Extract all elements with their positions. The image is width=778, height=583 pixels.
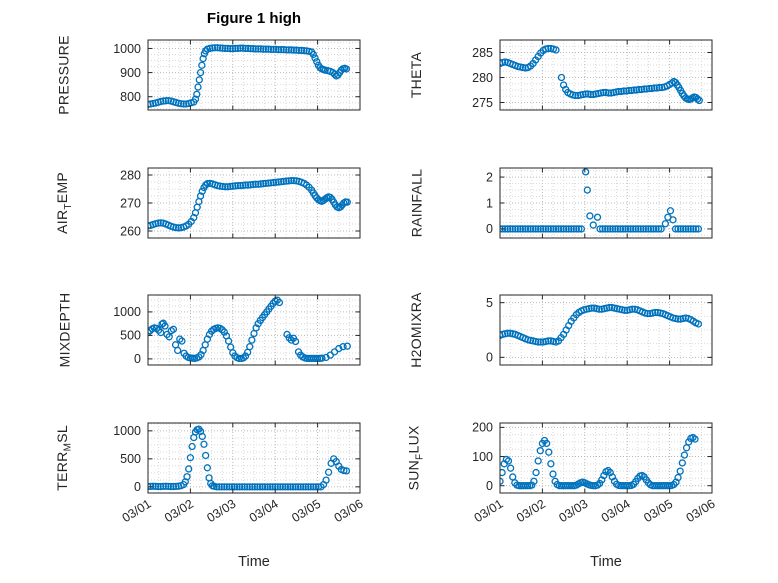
svg-text:03/05: 03/05 [289,497,323,525]
x-axis-label-left: Time [238,554,270,570]
y-axis-label-wrap: RAINFALL [402,168,430,238]
svg-text:0: 0 [134,480,141,494]
subplot-mixdepth: MIXDEPTH 0 500 1000 [56,293,361,367]
y-axis-label-wrap: TERRMSL [50,423,78,493]
y-axis-label-wrap: SUNFLUX [402,423,430,493]
svg-text:03/03: 03/03 [556,497,590,525]
subplot-rainfall: RAINFALL 0 1 2 [408,167,713,239]
y-axis-label: RAINFALL [408,168,425,238]
svg-text:03/02: 03/02 [514,497,548,525]
subplot-theta: THETA 275 280 285 [408,39,713,111]
svg-text:200: 200 [472,421,493,435]
svg-text:900: 900 [120,66,141,80]
svg-text:03/04: 03/04 [599,497,633,525]
y-axis-label: TERRMSL [54,425,74,491]
svg-text:03/01: 03/01 [472,497,506,525]
svg-text:275: 275 [472,96,493,110]
svg-text:03/01: 03/01 [120,497,154,525]
svg-text:2: 2 [486,170,493,184]
subplot-terr-msl: TERRMSL 0 500 1000 03/01 03/02 03/03 03/04 03/0… [54,422,366,525]
h2omixra-plot: 05 [486,294,713,366]
rainfall-plot: 0 1 2 [486,167,713,239]
svg-text:1: 1 [486,196,493,210]
sun-flux-plot: 0 100 200 03/01 03/02 03/03 03/04 03/05 03/06 [472,421,718,525]
svg-text:260: 260 [120,224,141,238]
subplot-pressure: PRESSURE 800 900 1000 [56,35,361,115]
y-axis-label-wrap: AIRTEMP [50,168,78,238]
y-axis-label-wrap: MIXDEPTH [50,292,78,368]
terr-msl-plot: 0 500 1000 03/01 03/02 03/03 03/04 03/05 03/06 [113,422,366,525]
y-axis-label: THETA [408,51,425,99]
subplot-sun-flux: SUNFLUX 0 100 200 03/01 03/02 03/03 03/04 03/05… [406,421,718,525]
y-axis-label-wrap: H2OMIXRA [402,292,430,368]
svg-text:1000: 1000 [113,305,141,319]
svg-text:03/06: 03/06 [332,497,366,525]
y-axis-label-wrap: THETA [402,40,430,110]
svg-text:280: 280 [472,71,493,85]
y-axis-label: PRESSURE [56,35,73,115]
y-axis-label-wrap: PRESSURE [50,35,78,114]
x-axis-label-right: Time [590,554,622,570]
y-axis-label: AIRTEMP [54,172,74,234]
pressure-plot: 800 900 1000 [113,39,361,111]
subplot-air-temp: AIRTEMP 260 270 280 [54,167,361,239]
svg-text:1000: 1000 [113,424,141,438]
svg-text:500: 500 [120,329,141,343]
svg-text:0: 0 [486,351,493,365]
svg-text:0: 0 [486,479,493,493]
y-axis-label: MIXDEPTH [56,292,72,368]
svg-text:270: 270 [120,196,141,210]
y-axis-label: SUNFLUX [406,425,426,491]
svg-text:800: 800 [120,90,141,104]
theta-plot: 275 280 285 [472,39,713,111]
svg-text:0: 0 [486,222,493,236]
y-axis-label: H2OMIXRA [408,292,424,368]
svg-text:03/02: 03/02 [162,497,196,525]
svg-text:1000: 1000 [113,42,141,56]
svg-text:03/05: 03/05 [641,497,675,525]
svg-text:03/04: 03/04 [247,497,281,525]
svg-text:100: 100 [472,450,493,464]
svg-text:500: 500 [120,452,141,466]
svg-text:03/06: 03/06 [684,497,718,525]
svg-text:0: 0 [134,352,141,366]
svg-text:285: 285 [472,46,493,60]
svg-text:280: 280 [120,168,141,182]
figure-title: Figure 1 high [206,10,302,27]
air-temp-plot: 260 270 280 [120,167,361,239]
svg-text:5: 5 [486,296,493,310]
mixdepth-plot: 0 500 1000 [113,294,361,366]
svg-text:03/03: 03/03 [204,497,238,525]
